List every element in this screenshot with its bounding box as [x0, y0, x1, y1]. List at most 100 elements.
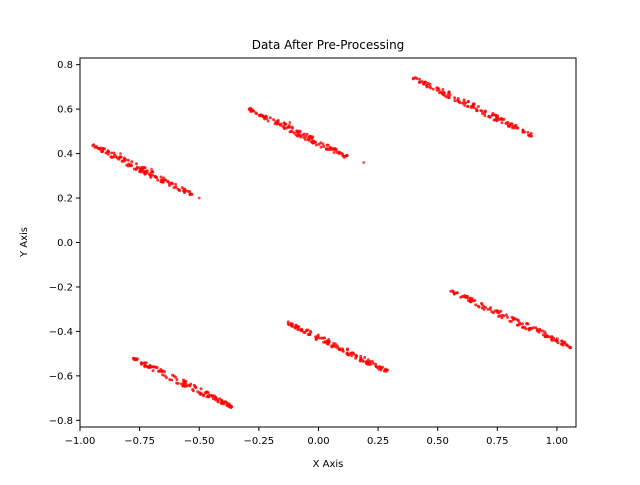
- data-point: [155, 366, 159, 370]
- data-point: [151, 369, 155, 373]
- data-point: [273, 122, 277, 126]
- data-point: [425, 85, 429, 89]
- chart-title: Data After Pre-Processing: [252, 38, 405, 52]
- data-point: [110, 151, 114, 155]
- data-point: [359, 357, 363, 361]
- data-point: [268, 116, 272, 120]
- data-point: [314, 143, 318, 147]
- data-point: [121, 159, 125, 163]
- data-point: [561, 341, 565, 345]
- y-tick-label: −0.6: [49, 371, 73, 382]
- data-point: [462, 295, 466, 299]
- data-point: [499, 117, 503, 121]
- x-axis-label: X Axis: [313, 459, 344, 470]
- data-points: [91, 76, 573, 410]
- data-point: [99, 146, 103, 150]
- data-point: [106, 152, 110, 156]
- data-point: [299, 135, 303, 139]
- y-tick-label: −0.2: [49, 282, 73, 293]
- data-point: [511, 124, 515, 128]
- data-point: [537, 330, 541, 334]
- y-tick-label: 0.6: [57, 105, 73, 116]
- data-point: [526, 130, 530, 134]
- data-point: [154, 175, 158, 179]
- data-point: [508, 319, 512, 323]
- data-point: [435, 86, 439, 90]
- data-point: [470, 299, 474, 303]
- data-point: [550, 335, 554, 339]
- data-point: [448, 93, 452, 97]
- data-point: [521, 325, 525, 329]
- data-point: [143, 361, 147, 365]
- data-point: [321, 142, 325, 146]
- data-point: [216, 399, 220, 403]
- data-point: [518, 322, 522, 326]
- data-point: [101, 149, 105, 153]
- y-axis-label: Y Axis: [19, 227, 30, 258]
- data-point: [550, 338, 554, 342]
- data-point: [148, 173, 152, 177]
- data-point: [565, 343, 569, 347]
- data-point: [317, 336, 321, 340]
- data-point: [205, 395, 209, 399]
- data-point: [252, 109, 256, 113]
- data-point: [569, 346, 573, 350]
- data-point: [420, 80, 424, 84]
- data-point: [525, 321, 529, 325]
- data-point: [435, 88, 439, 92]
- data-point: [465, 294, 469, 298]
- data-point: [286, 320, 290, 324]
- data-point: [332, 150, 336, 154]
- data-point: [483, 114, 487, 118]
- y-tick-label: 0.8: [57, 60, 73, 71]
- data-point: [374, 365, 378, 369]
- data-point: [306, 332, 310, 336]
- data-point: [189, 192, 193, 196]
- data-point: [379, 368, 383, 372]
- data-point: [495, 115, 499, 119]
- data-point: [483, 305, 487, 309]
- data-point: [534, 326, 538, 330]
- data-point: [290, 126, 294, 130]
- data-point: [502, 117, 506, 121]
- data-point: [513, 317, 517, 321]
- y-tick-label: 0.0: [57, 238, 73, 249]
- data-point: [132, 167, 136, 171]
- data-point: [298, 129, 302, 133]
- data-point: [378, 365, 382, 369]
- data-point: [172, 374, 176, 378]
- data-point: [446, 93, 450, 97]
- data-point: [431, 87, 435, 91]
- data-point: [489, 306, 493, 310]
- data-point: [254, 112, 258, 116]
- data-point: [210, 394, 214, 398]
- data-point: [151, 170, 155, 174]
- x-tick-label: −0.50: [184, 436, 215, 447]
- data-point: [471, 104, 475, 108]
- data-point: [276, 121, 280, 125]
- data-point: [179, 382, 183, 386]
- data-point: [174, 185, 178, 189]
- data-point: [145, 171, 149, 175]
- data-point: [134, 162, 138, 166]
- data-point: [493, 113, 497, 117]
- data-point: [466, 104, 470, 108]
- data-point: [175, 381, 179, 385]
- data-point: [326, 342, 330, 346]
- data-point: [342, 155, 346, 159]
- data-point: [447, 90, 451, 94]
- data-point: [374, 362, 377, 366]
- data-point: [442, 93, 446, 97]
- data-point: [428, 82, 432, 86]
- data-point: [194, 385, 197, 389]
- data-point: [141, 168, 145, 172]
- data-point: [181, 384, 185, 388]
- data-point: [480, 303, 484, 307]
- data-point: [150, 167, 153, 171]
- data-point: [126, 158, 130, 162]
- data-point: [476, 304, 480, 308]
- data-point: [553, 338, 557, 342]
- data-point: [520, 322, 524, 326]
- data-point: [95, 146, 99, 150]
